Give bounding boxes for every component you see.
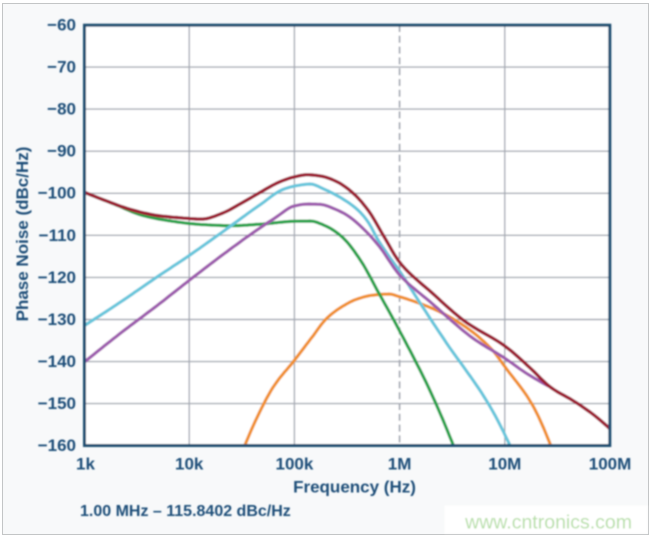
svg-text:−100: −100: [38, 184, 76, 203]
svg-text:100M: 100M: [589, 455, 632, 474]
svg-text:−160: −160: [38, 436, 76, 455]
svg-text:−120: −120: [38, 268, 76, 287]
svg-text:1.00 MHz – 115.8402 dBc/Hz: 1.00 MHz – 115.8402 dBc/Hz: [80, 503, 291, 520]
svg-text:−60: −60: [47, 15, 76, 34]
svg-text:Phase Noise (dBc/Hz): Phase Noise (dBc/Hz): [13, 147, 32, 322]
svg-text:−110: −110: [39, 226, 76, 245]
svg-text:1k: 1k: [76, 455, 95, 474]
svg-text:−80: −80: [47, 100, 76, 119]
svg-text:−150: −150: [38, 394, 76, 413]
svg-text:−70: −70: [47, 58, 76, 77]
svg-text:−130: −130: [38, 310, 76, 329]
svg-text:www.cntronics.com: www.cntronics.com: [464, 512, 632, 534]
svg-text:10M: 10M: [488, 455, 521, 474]
svg-text:1M: 1M: [388, 455, 412, 474]
svg-text:−140: −140: [38, 352, 76, 371]
svg-text:100k: 100k: [275, 455, 313, 474]
svg-text:10k: 10k: [175, 455, 204, 474]
svg-text:Frequency (Hz): Frequency (Hz): [293, 477, 416, 496]
svg-text:−90: −90: [47, 142, 76, 161]
